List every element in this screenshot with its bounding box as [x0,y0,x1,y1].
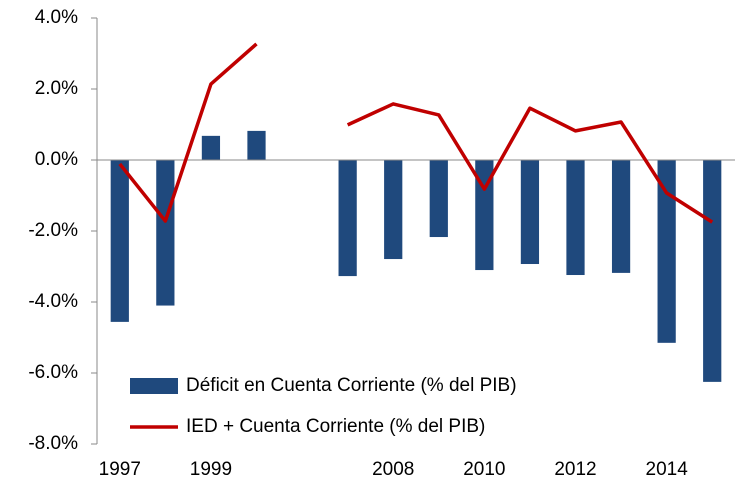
x-tick-label: 2008 [372,459,414,480]
y-tick-label: -2.0% [28,220,78,241]
y-tick-label: -4.0% [28,291,78,312]
bar [657,160,676,343]
bar [520,160,540,265]
bar [201,135,221,160]
bar [429,160,448,238]
bar [566,160,585,276]
x-tick-label: 2010 [463,459,505,480]
y-tick-label: 2.0% [35,78,78,99]
bar [703,160,722,382]
x-tick-label: 1997 [99,459,141,480]
x-tick-label: 1999 [190,459,232,480]
bar [247,130,266,160]
line [118,42,714,224]
bar [384,160,403,260]
x-tick-label: 2012 [554,459,596,480]
bar [611,160,631,273]
legend-label: Déficit en Cuenta Corriente (% del PIB) [186,375,517,396]
x-tick-label: 2014 [646,459,689,480]
bar [475,160,494,271]
bar [156,160,175,306]
y-tick-label: -8.0% [28,433,78,454]
bar [338,160,357,277]
y-tick-label: -6.0% [28,362,78,383]
y-tick-label: 4.0% [35,7,78,28]
legend-label: IED + Cuenta Corriente (% del PIB) [186,416,485,437]
y-tick-label: 0.0% [35,149,78,170]
legend-swatch [130,378,178,394]
bar [110,160,129,322]
